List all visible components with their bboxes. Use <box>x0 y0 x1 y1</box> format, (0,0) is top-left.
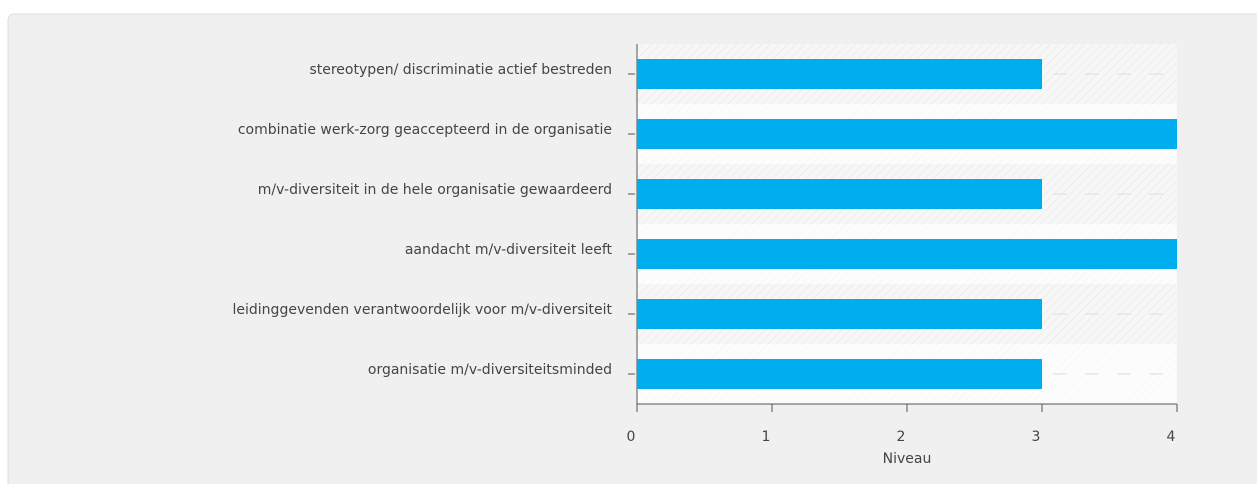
bar <box>637 359 1042 389</box>
y-tick-label: m/v-diversiteit in de hele organisatie g… <box>258 182 612 198</box>
y-tick-label: leidinggevenden verantwoordelijk voor m/… <box>233 302 613 318</box>
x-tick-label: 3 <box>1032 429 1041 445</box>
y-tick-label: aandacht m/v-diversiteit leeft <box>405 242 613 258</box>
y-tick-label: organisatie m/v-diversiteitsminded <box>368 362 612 378</box>
bar <box>637 239 1177 269</box>
bar <box>637 179 1042 209</box>
bar <box>637 299 1042 329</box>
x-tick-label: 4 <box>1167 429 1176 445</box>
y-tick-label: stereotypen/ discriminatie actief bestre… <box>309 62 612 78</box>
x-tick-label: 1 <box>762 429 771 445</box>
bar <box>637 59 1042 89</box>
bar <box>637 119 1177 149</box>
x-tick-label: 2 <box>897 429 906 445</box>
x-tick-label: 0 <box>627 429 636 445</box>
y-tick-label: combinatie werk-zorg geaccepteerd in de … <box>238 122 612 138</box>
x-axis-label: Niveau <box>883 451 932 467</box>
